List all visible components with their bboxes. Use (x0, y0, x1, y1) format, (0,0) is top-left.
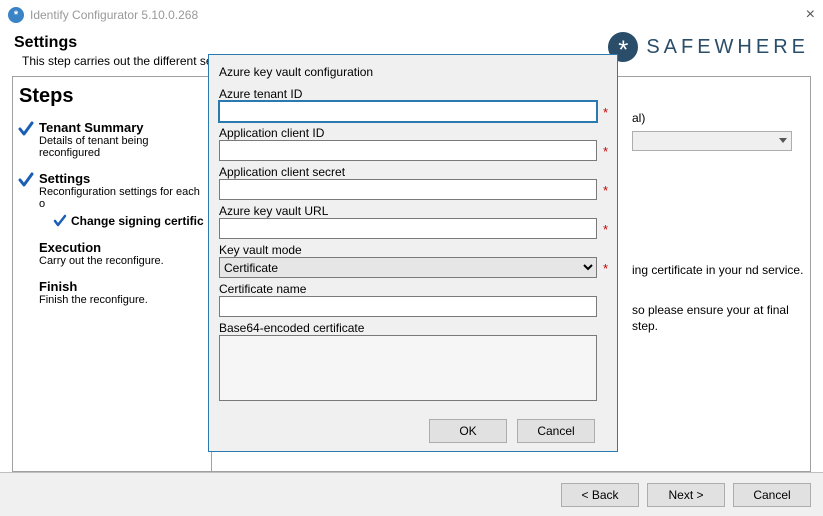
client-secret-input[interactable] (219, 179, 597, 200)
b64-cert-textarea[interactable] (219, 335, 597, 401)
substep-label: Change signing certific (71, 214, 204, 228)
required-icon: * (603, 183, 608, 198)
ok-button[interactable]: OK (429, 419, 507, 443)
label-vault-mode: Key vault mode (219, 243, 607, 257)
cert-name-input[interactable] (219, 296, 597, 317)
vault-url-input[interactable] (219, 218, 597, 239)
window-title: Identify Configurator 5.10.0.268 (30, 8, 198, 22)
required-icon: * (603, 105, 608, 120)
azure-key-vault-dialog: Azure key vault configuration Azure tena… (208, 54, 618, 452)
step-settings: Settings Reconfiguration settings for ea… (19, 171, 205, 228)
label-client-secret: Application client secret (219, 165, 607, 179)
label-tenant-id: Azure tenant ID (219, 87, 607, 101)
required-icon: * (603, 222, 608, 237)
step-name: Execution (39, 240, 205, 255)
steps-panel: Steps Tenant Summary Details of tenant b… (12, 76, 212, 472)
check-icon (17, 120, 35, 138)
client-id-input[interactable] (219, 140, 597, 161)
step-desc: Carry out the reconfigure. (39, 255, 205, 267)
label-vault-url: Azure key vault URL (219, 204, 607, 218)
app-icon: * (8, 7, 24, 23)
step-desc: Finish the reconfigure. (39, 294, 205, 306)
text-fragment: ing certificate in your nd service. (632, 263, 812, 279)
brand: SAFEWHERE (608, 32, 809, 62)
step-name: Settings (39, 171, 205, 186)
step-finish: Finish Finish the reconfigure. (19, 279, 205, 306)
step-desc: Details of tenant being reconfigured (39, 135, 205, 159)
step-desc: Reconfiguration settings for each o (39, 186, 205, 210)
substep-change-cert: Change signing certific (53, 214, 205, 228)
close-icon[interactable]: × (806, 6, 815, 24)
label-client-id: Application client ID (219, 126, 607, 140)
dialog-buttons: OK Cancel (219, 413, 607, 443)
check-icon (17, 171, 35, 189)
dialog-cancel-button[interactable]: Cancel (517, 419, 595, 443)
step-execution: Execution Carry out the reconfigure. (19, 240, 205, 267)
title-bar: * Identify Configurator 5.10.0.268 × (0, 0, 823, 30)
required-icon: * (603, 144, 608, 159)
step-name: Tenant Summary (39, 120, 205, 135)
dialog-title: Azure key vault configuration (219, 65, 607, 79)
vault-mode-select[interactable]: Certificate (219, 257, 597, 278)
back-button[interactable]: < Back (561, 483, 639, 507)
wizard-footer: < Back Next > Cancel (0, 472, 823, 516)
step-name: Finish (39, 279, 205, 294)
cancel-button[interactable]: Cancel (733, 483, 811, 507)
text-fragment: al) (632, 111, 645, 125)
label-cert-name: Certificate name (219, 282, 607, 296)
required-icon: * (603, 261, 608, 276)
next-button[interactable]: Next > (647, 483, 725, 507)
text-fragment: so please ensure your at final step. (632, 303, 812, 334)
steps-heading: Steps (19, 85, 205, 108)
tenant-id-input[interactable] (219, 101, 597, 122)
label-b64-cert: Base64-encoded certificate (219, 321, 607, 335)
dropdown-fragment[interactable] (632, 131, 792, 151)
brand-name: SAFEWHERE (646, 36, 809, 59)
step-tenant-summary: Tenant Summary Details of tenant being r… (19, 120, 205, 159)
check-icon (53, 214, 67, 228)
